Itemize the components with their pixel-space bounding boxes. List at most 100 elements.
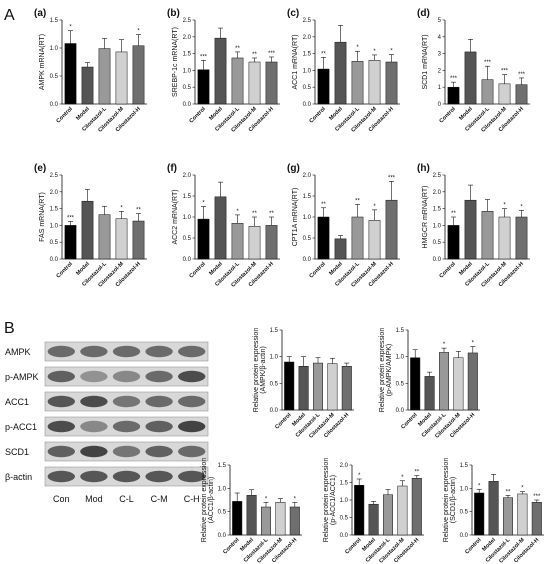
- blot-band: [145, 370, 173, 383]
- y-tick-label: 0: [438, 102, 442, 108]
- y-tick-label: 1.5: [396, 328, 405, 334]
- y-axis-label: AMPK mRNA(RT): [39, 34, 46, 90]
- bar: [81, 200, 94, 260]
- y-axis-label: FAS mRNA(RT): [39, 192, 46, 242]
- blot-band: [80, 470, 108, 483]
- x-tick-label: Control: [274, 412, 293, 431]
- bar: [260, 506, 272, 536]
- y-axis-label: Relative protein expression(SCD1/β-actin…: [443, 458, 457, 543]
- significance-label: *: [373, 204, 376, 210]
- bar: [334, 41, 347, 105]
- section-a-label: A: [4, 7, 15, 24]
- y-tick-label: 0.5: [50, 240, 59, 246]
- blot-band: [145, 420, 173, 433]
- y-axis-label: SREBP-1c mRNA(RT): [172, 27, 179, 97]
- y-tick-label: 1.5: [303, 194, 312, 200]
- bar: [351, 61, 364, 105]
- y-tick-label: 1.0: [218, 486, 227, 492]
- bar: [197, 69, 210, 105]
- blot-band: [47, 445, 75, 458]
- y-axis-label-line: (p-AMPK/AMPK): [386, 344, 393, 397]
- blot-band: [145, 395, 173, 408]
- bar: [411, 478, 422, 536]
- x-tick-label: Control: [464, 537, 483, 556]
- y-tick-label: 1: [438, 85, 442, 91]
- bar: [214, 37, 227, 105]
- y-tick-label: 0.5: [340, 516, 349, 522]
- significance-label: *: [472, 341, 475, 347]
- significance-label: **: [451, 211, 456, 217]
- significance-label: **: [355, 198, 360, 204]
- blot-band: [178, 370, 206, 383]
- bar: [334, 238, 347, 260]
- y-tick-label: 2: [438, 68, 442, 74]
- blot-band: [178, 445, 206, 458]
- bar: [64, 43, 77, 105]
- y-tick-label: 2.0: [183, 35, 192, 41]
- significance-label: ***: [450, 76, 458, 82]
- significance-label: *: [373, 49, 376, 55]
- significance-label: **: [414, 470, 419, 476]
- significance-label: ***: [67, 215, 75, 221]
- bar: [447, 86, 460, 105]
- y-axis-label-line: Relative protein expression: [379, 328, 386, 413]
- y-axis-label-line: (AMPK/β-actin): [260, 346, 267, 394]
- x-tick-label: Control: [439, 261, 458, 280]
- bar: [327, 363, 338, 411]
- bar: [368, 60, 381, 105]
- blot-row-label: p-AMPK: [5, 372, 39, 382]
- y-tick-label: 1.5: [183, 194, 192, 200]
- y-tick-label: 2.5: [183, 18, 192, 24]
- significance-label: ***: [200, 54, 208, 60]
- blot-lane-label: C-L: [119, 494, 134, 504]
- chart-panel: (d) 0 1 2 3 4 5 SCD1 mRNA(RT) *** Control Model ***…: [417, 8, 530, 134]
- y-tick-label: 0.5: [433, 240, 442, 246]
- y-tick-label: 1.5: [183, 52, 192, 58]
- y-tick-label: 1.0: [340, 498, 349, 504]
- blot-row-label: ACC1: [5, 397, 29, 407]
- bar: [385, 199, 398, 260]
- y-tick-label: 1.5: [270, 328, 279, 334]
- bar: [351, 216, 364, 260]
- y-tick-label: 2.0: [340, 463, 349, 469]
- panel-label: (e): [34, 163, 46, 174]
- blot-lane-label: Con: [53, 494, 70, 504]
- bar: [453, 357, 464, 411]
- bar: [232, 501, 243, 536]
- bar: [498, 216, 511, 260]
- panel-label: (g): [287, 163, 300, 174]
- y-axis-label: ACC2 mRNA(RT): [172, 189, 179, 244]
- y-tick-label: 1.5: [50, 18, 59, 24]
- bar: [298, 366, 309, 411]
- significance-label: *: [503, 203, 506, 209]
- blot-row-label: β-actin: [5, 472, 32, 482]
- bar: [447, 225, 460, 260]
- chart-panel: (a) 0.0 0.5 1.0 1.5 AMPK mRNA(RT) * Control Mode…: [34, 8, 147, 134]
- bar: [368, 220, 381, 260]
- significance-label: *: [137, 29, 140, 35]
- y-tick-label: 0.0: [340, 533, 349, 539]
- blot-row-label: AMPK: [5, 347, 31, 357]
- significance-label: ***: [268, 51, 276, 57]
- bar: [464, 199, 477, 260]
- blot-band: [80, 445, 108, 458]
- y-tick-label: 1.5: [218, 463, 227, 469]
- y-tick-label: 1.0: [270, 355, 279, 361]
- blot-band: [112, 470, 141, 483]
- blot-lane-label: C-M: [151, 494, 168, 504]
- bar: [474, 492, 485, 536]
- x-tick-label: Model: [328, 261, 344, 277]
- y-tick-label: 1.0: [396, 355, 405, 361]
- y-tick-label: 0.0: [183, 102, 192, 108]
- bar: [502, 497, 514, 536]
- y-tick-label: 0.5: [218, 510, 227, 516]
- y-tick-label: 1.5: [303, 52, 312, 58]
- y-tick-label: 5: [438, 18, 442, 24]
- blot-band: [80, 345, 108, 358]
- x-tick-label: Control: [56, 261, 75, 280]
